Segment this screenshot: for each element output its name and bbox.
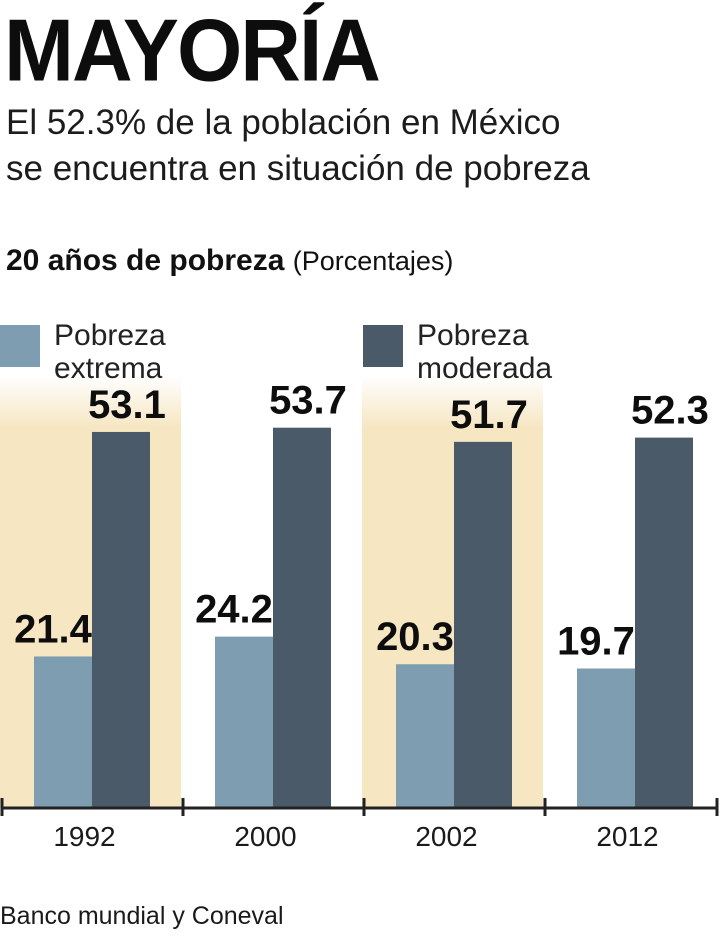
legend-swatch-moderate — [363, 325, 403, 367]
bar-moderate-2012 — [635, 437, 693, 808]
data-label-moderate-2012: 52.3 — [631, 389, 709, 433]
legend-extreme-line-2: extrema — [54, 352, 163, 385]
data-label-extreme-2002: 20.3 — [376, 615, 454, 659]
bar-chart: 21.4 53.1 1992 24.2 53.7 2000 20.3 51.7 2002 19.7… — [0, 376, 719, 852]
bar-extreme-2002 — [396, 664, 454, 808]
bar-moderate-1992 — [92, 431, 150, 808]
legend-extreme: Pobreza extrema — [0, 319, 254, 385]
x-tick-label-1992: 1992 — [53, 821, 115, 852]
bar-extreme-2012 — [577, 668, 635, 808]
legend-label-moderate: Pobreza moderada — [417, 319, 617, 385]
legend-extreme-line-1: Pobreza — [54, 319, 166, 352]
chart-heading: 20 años de pobreza (Porcentajes) — [6, 244, 453, 278]
bar-moderate-2000 — [273, 427, 331, 808]
subtitle-line-2: se encuentra en situación de pobreza — [6, 149, 590, 188]
data-label-extreme-2012: 19.7 — [557, 619, 635, 663]
bar-moderate-2002 — [454, 441, 512, 808]
data-label-moderate-2000: 53.7 — [269, 379, 347, 423]
x-tick-label-2012: 2012 — [596, 821, 658, 852]
legend-moderate-line-1: Pobreza — [417, 319, 529, 352]
page-title: MAYORÍA — [4, 0, 381, 100]
subtitle: El 52.3% de la población en México se en… — [6, 100, 590, 192]
bar-extreme-2000 — [215, 636, 273, 808]
data-label-extreme-2000: 24.2 — [195, 588, 273, 632]
legend-moderate: Pobreza moderada — [363, 319, 617, 385]
source-note: Banco mundial y Coneval — [0, 902, 284, 930]
chart-heading-title: 20 años de pobreza — [6, 244, 285, 277]
data-label-moderate-2002: 51.7 — [450, 393, 528, 437]
legend-label-extreme: Pobreza extrema — [54, 319, 254, 385]
bar-extreme-1992 — [34, 656, 92, 808]
subtitle-line-1: El 52.3% de la población en México — [6, 103, 561, 142]
chart-heading-unit: (Porcentajes) — [292, 246, 454, 276]
data-label-extreme-1992: 21.4 — [14, 607, 93, 651]
x-tick-label-2002: 2002 — [415, 821, 477, 852]
x-tick-label-2000: 2000 — [234, 821, 296, 852]
data-label-moderate-1992: 53.1 — [88, 383, 166, 427]
legend-swatch-extreme — [0, 325, 40, 367]
legend-moderate-line-2: moderada — [417, 352, 553, 385]
